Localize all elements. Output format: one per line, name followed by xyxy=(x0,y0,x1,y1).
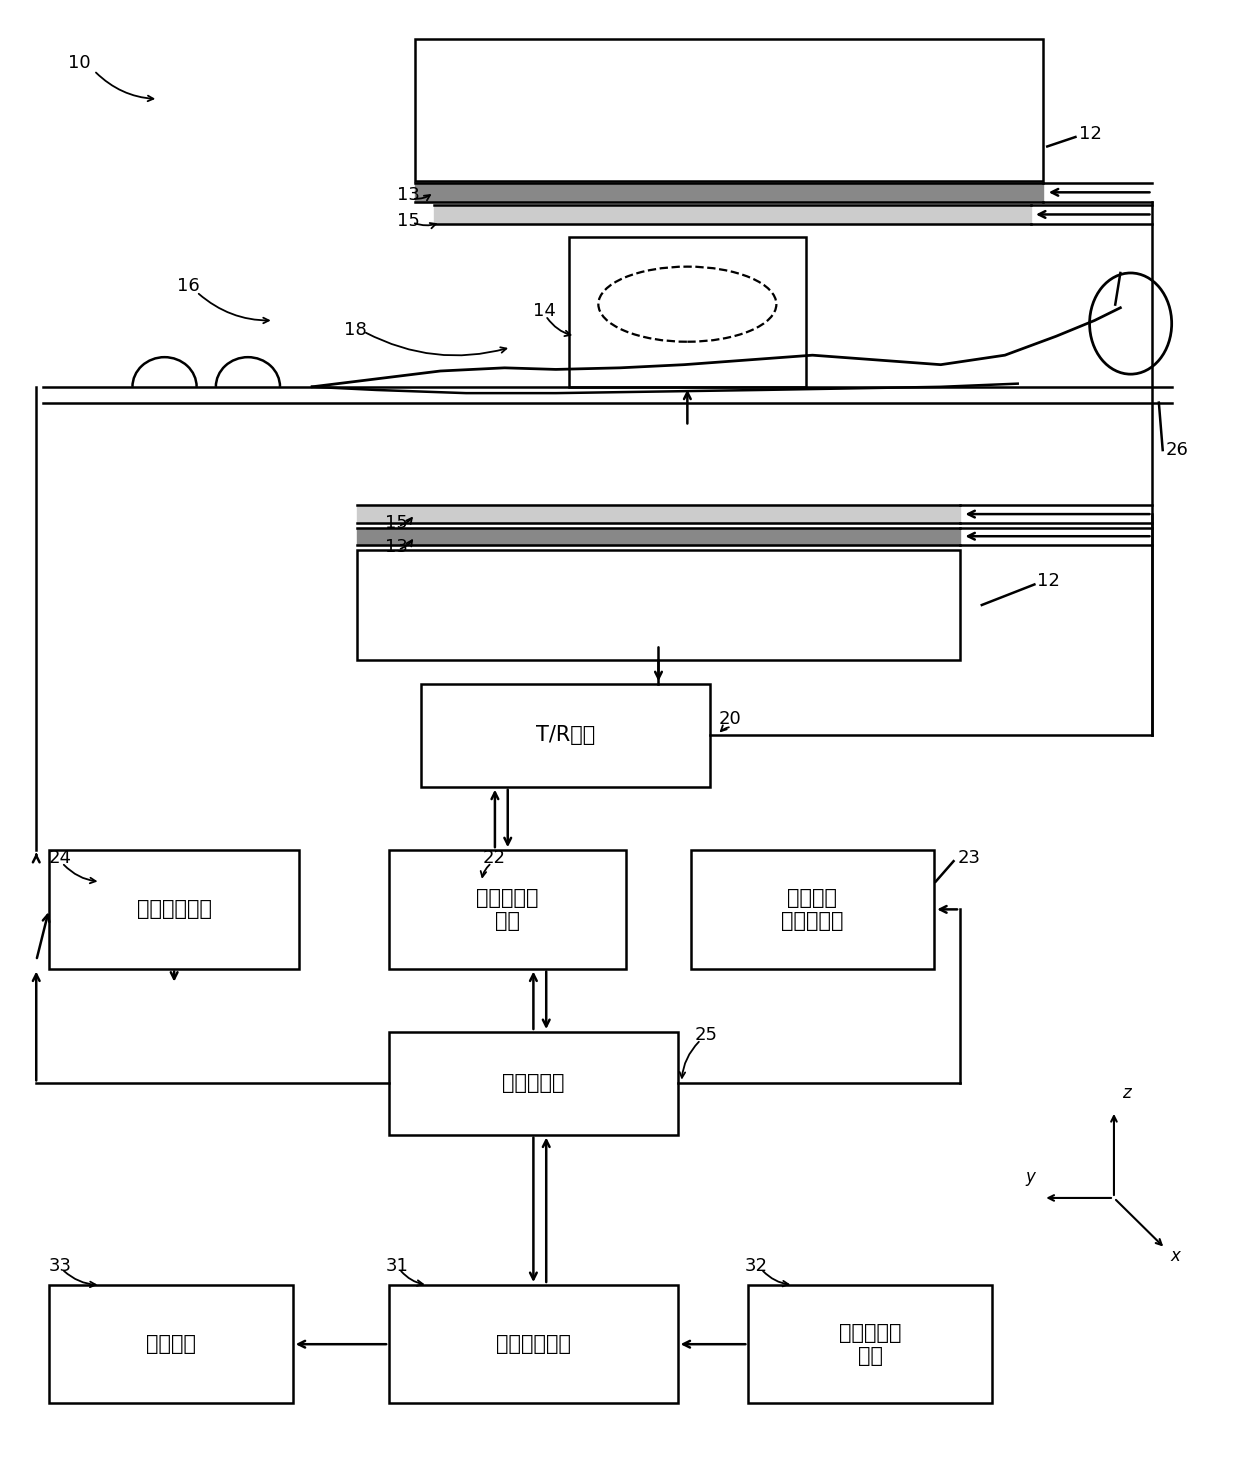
Bar xyxy=(357,550,960,660)
Text: z: z xyxy=(1122,1084,1131,1102)
Text: 13: 13 xyxy=(386,537,408,556)
Text: 18: 18 xyxy=(345,320,367,339)
Text: 32: 32 xyxy=(744,1257,768,1274)
Bar xyxy=(748,1285,992,1403)
Text: 20: 20 xyxy=(719,710,742,729)
Bar xyxy=(50,850,299,969)
Text: 23: 23 xyxy=(957,849,981,868)
Text: y: y xyxy=(1025,1167,1035,1186)
Text: 33: 33 xyxy=(50,1257,72,1274)
Text: 31: 31 xyxy=(386,1257,408,1274)
Text: 14: 14 xyxy=(533,301,556,320)
Text: 控制器单元: 控制器单元 xyxy=(502,1074,564,1093)
Bar xyxy=(50,1285,293,1403)
Bar xyxy=(389,850,626,969)
Text: 数据获取单元: 数据获取单元 xyxy=(136,900,212,919)
Text: 10: 10 xyxy=(68,54,91,72)
Bar xyxy=(414,40,1043,181)
Text: 26: 26 xyxy=(1166,440,1188,459)
Text: 25: 25 xyxy=(694,1026,718,1045)
Bar xyxy=(691,850,934,969)
Bar xyxy=(389,1031,678,1135)
Text: x: x xyxy=(1171,1246,1180,1265)
Text: 梯度线圈
驱动器单元: 梯度线圈 驱动器单元 xyxy=(781,888,843,930)
Bar xyxy=(422,685,709,787)
Text: 16: 16 xyxy=(177,277,200,294)
Text: 12: 12 xyxy=(1079,124,1102,143)
Text: 15: 15 xyxy=(386,514,408,531)
Text: 显示单元: 显示单元 xyxy=(146,1334,196,1355)
Text: 15: 15 xyxy=(397,212,419,230)
Text: 数据处理单元: 数据处理单元 xyxy=(496,1334,570,1355)
Text: 操作控制台
单元: 操作控制台 单元 xyxy=(839,1323,901,1366)
Text: 22: 22 xyxy=(482,849,506,868)
Text: 12: 12 xyxy=(1037,572,1060,590)
Text: 24: 24 xyxy=(50,849,72,868)
Bar xyxy=(569,237,806,386)
Text: T/R开关: T/R开关 xyxy=(536,726,595,746)
Text: 射频驱动器
单元: 射频驱动器 单元 xyxy=(476,888,539,930)
Text: 13: 13 xyxy=(397,186,419,205)
Bar xyxy=(389,1285,678,1403)
